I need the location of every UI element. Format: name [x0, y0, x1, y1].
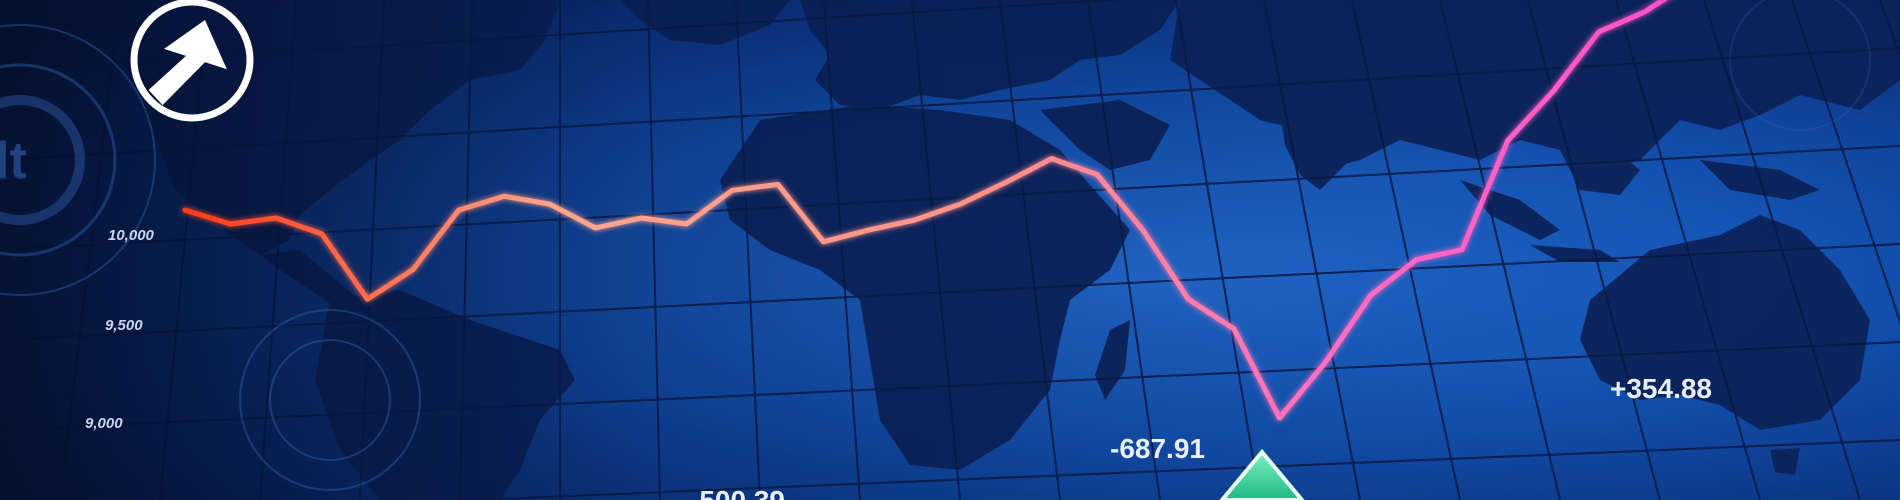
triangle-up-icon — [1219, 448, 1305, 500]
y-tick-label: 9,000 — [85, 415, 123, 432]
y-axis: 10,000 9,500 9,000 — [85, 227, 155, 432]
change-label: +354.88 — [1610, 373, 1712, 404]
price-series — [182, 0, 1668, 421]
arrow-up-icon — [130, 0, 254, 122]
decorative-ring-glyph: lt — [0, 132, 27, 190]
change-label: -500.39 — [690, 485, 785, 500]
y-tick-label: 9,500 — [105, 317, 143, 334]
change-label: -687.91 — [1110, 433, 1205, 464]
decorative-rings — [0, 0, 1871, 491]
series-line — [182, 0, 1668, 421]
y-tick-label: 10,000 — [108, 227, 155, 244]
